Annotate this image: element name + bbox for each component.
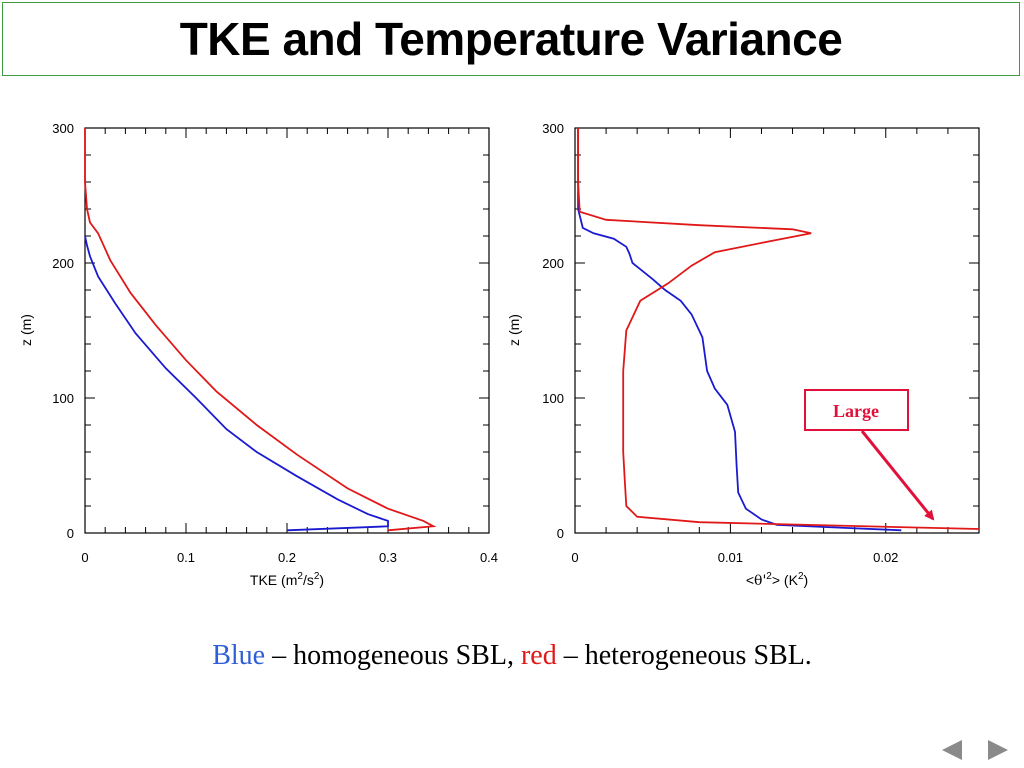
tke-x-tick-labels: 0 0.1 0.2 0.3 0.4	[81, 550, 498, 565]
tke-y-tick-label: 200	[52, 256, 74, 271]
tke-y-tick-label: 0	[67, 526, 74, 541]
triangle-right-icon	[982, 738, 1012, 762]
theta-x-axis-label: <θ'2> (K2)	[746, 571, 808, 589]
tke-y-axis-label: z (m)	[18, 314, 34, 346]
theta-y-tick-label: 100	[542, 391, 564, 406]
large-callout: Large	[805, 390, 933, 519]
tke-red-line	[85, 128, 433, 530]
theta-x-tick-label: 0.01	[718, 550, 743, 565]
tke-ticks	[85, 128, 489, 533]
theta-y-tick-label: 300	[542, 121, 564, 136]
tke-plot-frame	[85, 128, 489, 533]
theta-variance-chart: 0 0.01 0.02 0 100 200 300 <θ'2> (K2) z (…	[506, 121, 979, 589]
tke-y-tick-labels: 0 100 200 300	[52, 121, 74, 541]
caption-text-2: – heterogeneous SBL.	[557, 640, 812, 671]
theta-y-tick-labels: 0 100 200 300	[542, 121, 564, 541]
tke-x-tick-label: 0.4	[480, 550, 498, 565]
theta-x-tick-label: 0.02	[873, 550, 898, 565]
legend-caption: Blue – homogeneous SBL, red – heterogene…	[0, 640, 1024, 672]
charts-canvas: 0 0.1 0.2 0.3 0.4 0 100 200 300 TKE (m2/…	[0, 0, 1024, 620]
tke-y-tick-label: 300	[52, 121, 74, 136]
tke-x-tick-label: 0.3	[379, 550, 397, 565]
theta-y-tick-label: 0	[557, 526, 564, 541]
caption-red-word: red	[521, 640, 557, 671]
theta-x-tick-labels: 0 0.01 0.02	[571, 550, 898, 565]
callout-label: Large	[833, 401, 879, 421]
tke-chart: 0 0.1 0.2 0.3 0.4 0 100 200 300 TKE (m2/…	[18, 121, 498, 588]
tke-blue-line	[85, 236, 388, 530]
callout-arrow	[862, 431, 933, 519]
tke-x-tick-label: 0.2	[278, 550, 296, 565]
triangle-left-icon	[938, 738, 968, 762]
theta-y-axis-label: z (m)	[506, 314, 522, 346]
theta-plot-frame	[575, 128, 979, 533]
caption-blue-word: Blue	[212, 640, 265, 671]
previous-slide-button[interactable]	[938, 738, 968, 762]
theta-y-tick-label: 200	[542, 256, 564, 271]
tke-y-tick-label: 100	[52, 391, 74, 406]
theta-red-line	[578, 128, 979, 529]
caption-text-1: – homogeneous SBL,	[265, 640, 521, 671]
next-slide-button[interactable]	[982, 738, 1012, 762]
tke-x-axis-label: TKE (m2/s2)	[250, 571, 324, 588]
slide-navigation	[938, 738, 1012, 762]
theta-x-tick-label: 0	[571, 550, 578, 565]
theta-ticks	[575, 128, 979, 533]
tke-x-tick-label: 0.1	[177, 550, 195, 565]
tke-x-tick-label: 0	[81, 550, 88, 565]
